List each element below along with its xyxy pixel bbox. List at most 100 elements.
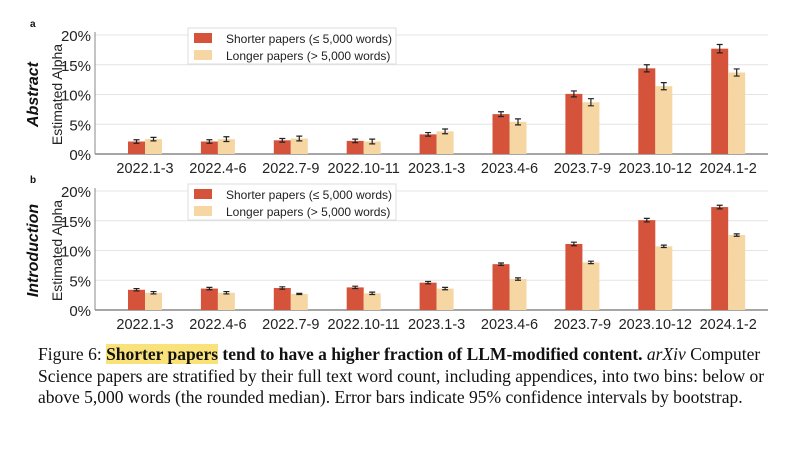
error-bar (498, 262, 504, 266)
error-bar (133, 287, 140, 292)
error-bar (279, 137, 286, 143)
legend-label: Shorter papers (≤ 5,000 words) (226, 188, 392, 202)
caption-prefix: Figure 6: (38, 344, 107, 364)
error-bar (442, 286, 449, 291)
bar-longer (582, 262, 600, 310)
error-bar (660, 82, 667, 91)
bar-shorter (346, 140, 364, 154)
bar-longer (655, 246, 673, 310)
legend-label: Longer papers (> 5,000 words) (226, 205, 390, 219)
error-bar (643, 64, 650, 73)
x-tick-label: 2023.7-9 (554, 317, 611, 333)
panel-label: b (30, 175, 36, 186)
y-tick-label: 5% (69, 273, 91, 290)
x-tick-label: 2023.4-6 (481, 317, 538, 333)
error-bar (206, 139, 213, 144)
error-bar (369, 138, 376, 145)
legend-label: Longer papers (> 5,000 words) (226, 49, 390, 63)
caption-italic: arXiv (642, 344, 686, 364)
bar-shorter (711, 207, 729, 310)
error-bar (279, 286, 286, 290)
legend-swatch (194, 206, 212, 216)
error-bar (733, 68, 740, 77)
bar-shorter (128, 141, 145, 154)
error-bar (442, 128, 449, 135)
bar-shorter (419, 134, 437, 154)
error-bar (425, 280, 432, 285)
y-tick-label: 20% (61, 28, 91, 45)
bar-shorter (346, 287, 364, 310)
y-axis-label: Estimated Alpha (49, 200, 65, 301)
bar-shorter (565, 93, 583, 154)
error-bar (150, 290, 157, 295)
x-tick-label: 2022.1-3 (116, 161, 173, 177)
caption-highlight: Shorter papers (106, 344, 219, 364)
legend-swatch (194, 189, 212, 199)
bar-longer (217, 292, 235, 310)
bar-shorter (273, 287, 291, 310)
bar-shorter (492, 114, 510, 154)
error-bar (498, 111, 504, 118)
x-tick-label: 2023.10-12 (619, 161, 692, 177)
y-axis-label: Estimated Alpha (49, 44, 65, 145)
error-bar (570, 90, 577, 98)
bar-longer (217, 139, 235, 154)
legend-swatch (194, 33, 212, 43)
y-tick-label: 10% (61, 244, 91, 261)
error-bar (570, 241, 577, 247)
bar-shorter (419, 282, 437, 310)
panel-title: Abstract (25, 61, 42, 128)
y-tick-label: 15% (61, 58, 91, 75)
legend-box (187, 183, 397, 221)
error-bar (515, 118, 521, 126)
error-bar (716, 43, 723, 54)
x-tick-label: 2022.4-6 (189, 317, 246, 333)
x-tick-label: 2022.4-6 (189, 161, 246, 177)
bar-shorter (273, 140, 291, 154)
panel-label: a (30, 19, 36, 30)
bar-longer (655, 86, 673, 154)
bar-longer (509, 121, 527, 154)
y-tick-label: 0% (69, 147, 91, 164)
y-tick-label: 0% (69, 303, 91, 320)
bar-longer (145, 292, 162, 310)
x-tick-label: 2023.1-3 (408, 317, 465, 333)
bar-shorter (492, 264, 510, 310)
caption-bold: tend to have a higher fraction of LLM-mo… (218, 344, 643, 364)
error-bar (223, 290, 230, 295)
error-bar (296, 135, 303, 142)
error-bar (716, 204, 723, 210)
y-tick-label: 20% (61, 184, 91, 201)
error-bar (515, 277, 521, 281)
x-tick-label: 2022.7-9 (262, 317, 319, 333)
x-tick-label: 2024.1-2 (700, 161, 757, 177)
bar-shorter (200, 141, 218, 154)
bar-shorter (711, 48, 729, 155)
bar-longer (728, 72, 746, 154)
y-tick-label: 15% (61, 214, 91, 231)
bar-shorter (638, 68, 656, 154)
error-bar (643, 217, 650, 223)
x-tick-label: 2023.4-6 (481, 161, 538, 177)
x-tick-label: 2022.10-11 (328, 317, 400, 333)
error-bar (206, 286, 213, 291)
x-tick-label: 2023.10-12 (619, 317, 692, 333)
error-bar (133, 139, 140, 144)
bar-longer (290, 293, 308, 310)
error-bar (223, 136, 230, 143)
error-bar (150, 136, 157, 142)
bar-longer (728, 235, 746, 310)
legend-box (187, 27, 397, 65)
bar-longer (363, 293, 381, 310)
bar-shorter (638, 220, 656, 310)
bar-shorter (128, 289, 145, 310)
legend-swatch (194, 50, 212, 60)
x-tick-label: 2023.1-3 (408, 161, 465, 177)
error-bar (352, 285, 359, 290)
x-tick-label: 2023.7-9 (554, 161, 611, 177)
bar-longer (290, 138, 308, 154)
error-bar (733, 233, 740, 237)
bar-shorter (200, 288, 218, 310)
caption-body: Computer Science papers are stratified b… (38, 344, 765, 407)
bar-longer (145, 139, 162, 154)
